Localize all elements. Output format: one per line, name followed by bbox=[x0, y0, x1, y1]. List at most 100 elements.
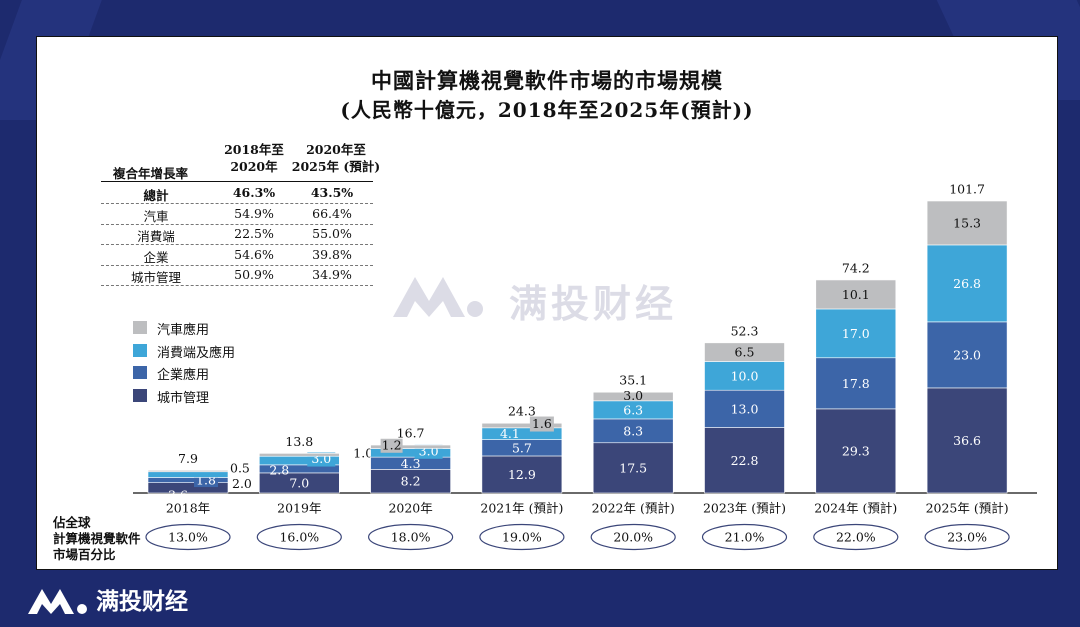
bar-segment bbox=[704, 389, 785, 428]
cagr-row-divider bbox=[101, 264, 373, 266]
segment-value-label: 23.0 bbox=[953, 347, 981, 362]
legend-label: 城市管理 bbox=[157, 390, 210, 406]
bar-segment bbox=[815, 308, 897, 359]
cagr-row-label: 消費端 bbox=[137, 229, 175, 244]
segment-value-label: 3.6 bbox=[168, 487, 188, 502]
legend-swatch bbox=[133, 343, 147, 357]
segment-value-label: 1.0 bbox=[353, 445, 373, 460]
global-share-value: 18.0% bbox=[391, 530, 431, 545]
bar-segment bbox=[926, 387, 1008, 494]
watermark-logo-icon bbox=[393, 277, 483, 317]
total-value-label: 101.7 bbox=[949, 182, 985, 197]
cagr-value-2018-2020: 50.9% bbox=[234, 267, 274, 282]
cagr-value-2018-2020: 46.3% bbox=[232, 185, 276, 200]
bar-segment bbox=[926, 244, 1008, 323]
segment-value-label: 5.7 bbox=[512, 440, 532, 455]
global-share-value: 13.0% bbox=[168, 530, 208, 545]
segment-value-label: 12.9 bbox=[508, 467, 536, 482]
bar-segment bbox=[481, 455, 563, 494]
bar-segment bbox=[481, 422, 563, 429]
cagr-row-label: 汽車 bbox=[143, 208, 169, 224]
segment-value-label: 0.5 bbox=[230, 461, 250, 476]
x-tick-label: 2022年 (預計) bbox=[592, 501, 675, 516]
global-share-ellipse bbox=[701, 523, 788, 551]
segment-value-label: 26.8 bbox=[953, 276, 981, 291]
global-share-ellipse bbox=[256, 523, 342, 551]
watermark-text: 满投财经 bbox=[509, 282, 678, 326]
segment-value-label: 8.3 bbox=[623, 423, 643, 438]
cagr-row-divider bbox=[101, 203, 373, 204]
legend-label: 消費端及應用 bbox=[157, 345, 236, 361]
bar-segment bbox=[926, 321, 1008, 389]
cagr-row-label: 企業 bbox=[143, 249, 169, 265]
global-share-value: 20.0% bbox=[613, 530, 653, 545]
segment-value-label: 29.3 bbox=[842, 443, 870, 458]
bar-segment bbox=[704, 361, 785, 391]
total-value-label: 7.9 bbox=[178, 451, 198, 466]
segment-value-label: 17.8 bbox=[842, 376, 870, 391]
cagr-col1-header: 2018年至 2020年 bbox=[224, 142, 284, 174]
x-tick-label: 2025年 (預計) bbox=[926, 501, 1009, 516]
segment-value-label: 2.8 bbox=[269, 462, 289, 477]
global-share-value: 22.0% bbox=[836, 530, 876, 545]
total-value-label: 52.3 bbox=[731, 323, 759, 338]
cagr-value-2020-2025: 34.9% bbox=[312, 267, 352, 282]
cagr-value-2018-2020: 22.5% bbox=[234, 226, 274, 241]
segment-value-label: 4.1 bbox=[500, 426, 520, 441]
segment-value-label: 1.2 bbox=[382, 437, 402, 452]
bar-segment bbox=[147, 471, 229, 478]
global-share-label: 佔全球 計算機視覺軟件 市場百分比 bbox=[53, 515, 141, 562]
total-value-label: 24.3 bbox=[508, 404, 536, 419]
global-share-ellipse bbox=[145, 523, 231, 551]
cagr-value-2020-2025: 43.5% bbox=[310, 185, 354, 200]
cagr-row-divider bbox=[101, 223, 373, 225]
cagr-value-2020-2025: 55.0% bbox=[312, 226, 352, 241]
segment-value-label: 22.8 bbox=[731, 453, 759, 468]
segment-value-label: 2.0 bbox=[232, 476, 252, 491]
segment-value-label: 6.5 bbox=[735, 345, 755, 360]
segment-value-label: 6.3 bbox=[623, 402, 643, 417]
segment-value-label: 8.2 bbox=[401, 474, 421, 489]
cagr-value-2020-2025: 66.4% bbox=[312, 205, 352, 221]
cagr-table: 複合年增長率 2018年至 2020年 2020年至 2025年 (預計) 總計… bbox=[101, 133, 380, 293]
segment-value-label: 7.0 bbox=[289, 475, 309, 490]
segment-label-box bbox=[380, 438, 403, 453]
x-tick-label: 2019年 bbox=[277, 501, 321, 516]
chart-title: 中國計算機視覺軟件市場的市場規模 bbox=[371, 68, 723, 93]
segment-value-label: 10.0 bbox=[731, 368, 759, 383]
total-value-label: 16.7 bbox=[397, 426, 425, 441]
segment-value-label: 4.3 bbox=[401, 456, 421, 471]
cagr-col2-header: 2020年至 2025年 (預計) bbox=[291, 142, 381, 174]
segment-value-label: 15.3 bbox=[953, 215, 981, 230]
cagr-header: 複合年增長率 bbox=[113, 166, 189, 181]
cagr-row-divider bbox=[101, 285, 373, 286]
segment-value-label: 10.1 bbox=[842, 287, 870, 302]
footer-brand-name: 满投财经 bbox=[96, 589, 188, 615]
segment-label-box bbox=[529, 416, 554, 432]
global-share-value: 19.0% bbox=[502, 530, 542, 545]
legend-label: 汽車應用 bbox=[157, 323, 210, 338]
segment-value-label: 13.0 bbox=[731, 401, 759, 416]
bar-segment bbox=[926, 200, 1008, 246]
cagr-header-rule bbox=[101, 181, 373, 182]
x-tick-label: 2023年 (預計) bbox=[703, 501, 786, 516]
global-share-ellipse bbox=[479, 523, 565, 551]
segment-value-label: 17.5 bbox=[619, 460, 647, 475]
cagr-value-2018-2020: 54.6% bbox=[234, 246, 274, 262]
bar-segment bbox=[147, 470, 229, 473]
cagr-row-label: 城市管理 bbox=[130, 270, 181, 285]
bar-segment bbox=[704, 427, 785, 494]
legend-swatch bbox=[133, 388, 147, 402]
x-tick-label: 2018年 bbox=[166, 501, 210, 516]
segment-value-label: 1.6 bbox=[532, 416, 552, 431]
bar-segment bbox=[592, 391, 674, 402]
x-tick-label: 2021年 (預計) bbox=[480, 501, 563, 516]
global-share-value: 16.0% bbox=[279, 530, 319, 545]
total-value-label: 13.8 bbox=[285, 434, 313, 449]
segment-value-label: 3.0 bbox=[623, 388, 643, 403]
segment-value-label: 17.0 bbox=[842, 326, 870, 341]
chart-subtitle: (人民幣十億元，2018年至2025年(預計)) bbox=[340, 98, 754, 122]
global-share-ellipse bbox=[924, 523, 1010, 551]
bar-segment bbox=[704, 342, 785, 362]
